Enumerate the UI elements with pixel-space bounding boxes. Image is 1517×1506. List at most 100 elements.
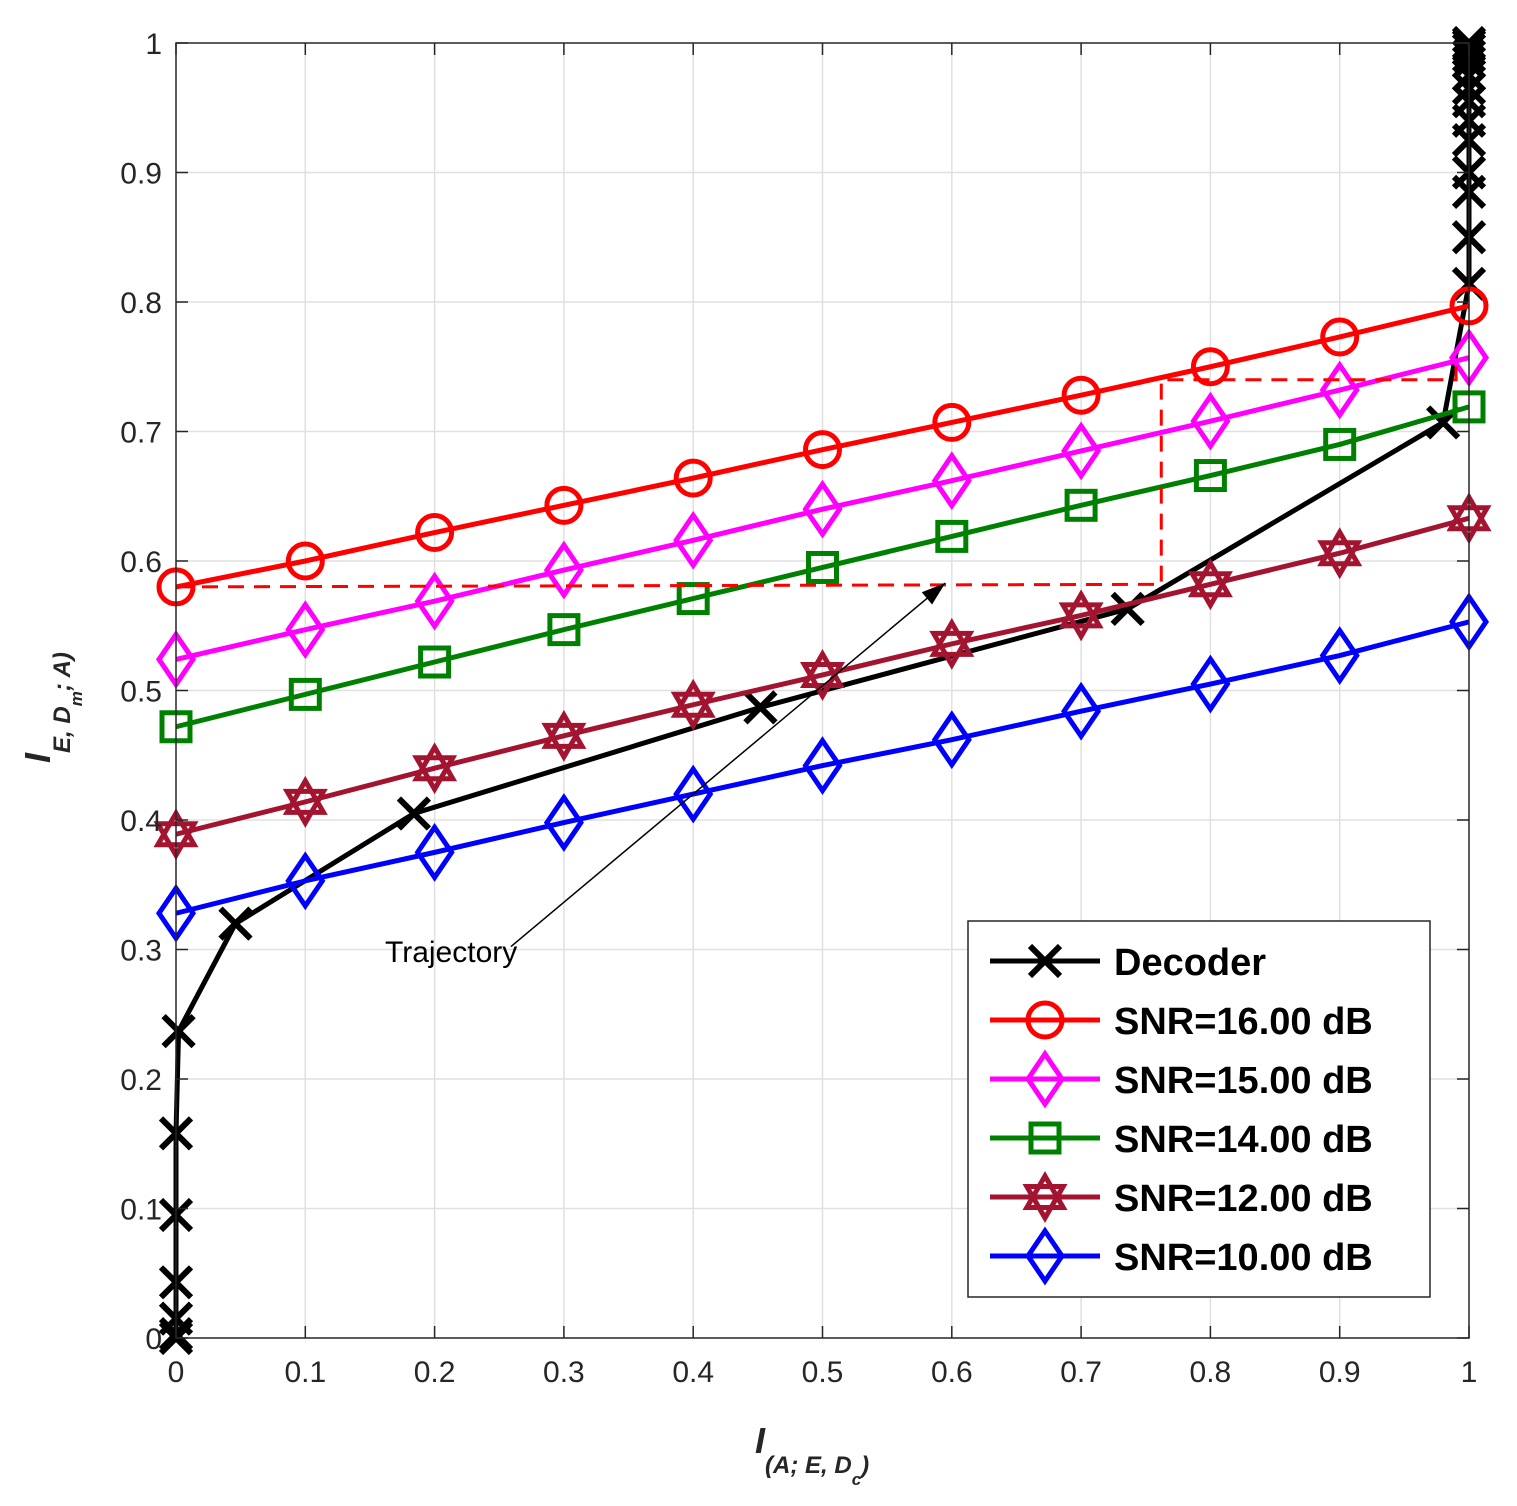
data-point	[802, 736, 843, 796]
data-point	[1193, 459, 1227, 493]
legend-entry: SNR=10.00 dB	[990, 1226, 1373, 1286]
data-point	[1061, 421, 1102, 481]
data-point	[1323, 427, 1357, 461]
data-point	[288, 677, 322, 711]
data-point	[418, 645, 452, 679]
data-point	[673, 510, 714, 570]
legend-swatch-marker	[1024, 1226, 1066, 1286]
legend-label: Decoder	[1114, 942, 1266, 984]
series-snr-10-00-db	[155, 592, 1490, 943]
x-tick-label: 1	[1461, 1356, 1478, 1389]
legend-entry: SNR=15.00 dB	[990, 1049, 1373, 1109]
y-axis-title-main: I	[17, 752, 58, 763]
data-point	[929, 617, 975, 670]
x-axis-title-sub: (A; E, D	[765, 1452, 852, 1479]
x-tick-label: 0.9	[1319, 1356, 1361, 1389]
x-axis-title-main: I	[755, 1420, 766, 1461]
y-tick-label: 0.1	[120, 1194, 162, 1227]
x-axis-title: I(A; E, Dc)	[755, 1420, 869, 1489]
data-point	[412, 742, 458, 795]
data-point	[673, 764, 714, 824]
x-axis-title-close: )	[858, 1452, 869, 1479]
legend-label: SNR=12.00 dB	[1114, 1178, 1373, 1220]
legend-swatch-marker	[1027, 943, 1063, 979]
legend-label: SNR=16.00 dB	[1114, 1001, 1373, 1043]
data-point	[1110, 591, 1145, 627]
data-point	[282, 775, 328, 828]
data-point	[932, 402, 972, 442]
data-point	[1061, 375, 1101, 415]
data-point	[1319, 626, 1360, 685]
data-point	[676, 582, 710, 616]
x-tick-label: 0.2	[414, 1356, 456, 1389]
data-point	[1190, 391, 1231, 451]
data-point	[802, 479, 843, 539]
series-line	[175, 404, 1470, 730]
y-axis-title-subsub: m	[67, 691, 86, 706]
data-point	[1058, 589, 1104, 642]
y-tick-label: 0.3	[120, 935, 162, 968]
data-point	[806, 550, 839, 584]
trajectory-path	[175, 357, 1458, 589]
data-point	[670, 678, 716, 731]
data-point	[1319, 360, 1360, 420]
y-tick-label: 0.5	[120, 676, 162, 709]
x-axis-title-subsub: c	[852, 1470, 862, 1489]
legend-label: SNR=10.00 dB	[1114, 1237, 1373, 1279]
data-point	[1317, 527, 1363, 580]
y-tick-label: 0	[145, 1323, 162, 1356]
data-point	[544, 485, 584, 525]
data-point	[161, 1013, 196, 1049]
data-point	[1190, 347, 1230, 387]
y-tick-label: 0.7	[120, 417, 162, 450]
legend-entry: SNR=16.00 dB	[990, 1000, 1373, 1043]
legend-swatch-marker	[1024, 1049, 1066, 1109]
annotation-layer	[175, 357, 1458, 948]
x-tick-label: 0.5	[802, 1356, 844, 1389]
y-tick-label: 0.4	[120, 805, 162, 838]
data-point	[935, 519, 969, 553]
tick-labels: 0 0.1 0.2 0.3 0.4 0.5 0.6 0.7 0.8 0.9 1 0 0.1 0.2 0.3 0…	[120, 28, 1477, 1389]
x-tick-label: 0.4	[672, 1356, 714, 1389]
annotation-arrow-head	[921, 583, 946, 605]
y-tick-label: 0.8	[120, 287, 162, 320]
data-point	[285, 600, 326, 660]
data-point	[547, 613, 581, 647]
data-point	[1320, 317, 1360, 357]
legend-swatch-marker	[1025, 1000, 1065, 1040]
y-tick-label: 0.6	[120, 546, 162, 579]
series-line	[175, 515, 1470, 837]
x-tick-label: 0.8	[1190, 1356, 1232, 1389]
x-tick-label: 0.7	[1060, 1356, 1102, 1389]
legend-entry: Decoder	[990, 942, 1266, 984]
y-tick-label: 0.9	[120, 158, 162, 191]
legend-label: SNR=15.00 dB	[1114, 1060, 1373, 1102]
data-point	[415, 513, 455, 553]
data-point	[218, 906, 253, 941]
annotation-trajectory-label: Trajectory	[385, 936, 517, 969]
data-point	[931, 710, 972, 770]
legend-label: SNR=14.00 dB	[1114, 1119, 1373, 1161]
x-tick-label: 0.6	[931, 1356, 973, 1389]
data-point	[414, 571, 455, 631]
y-axis-title-sub: E, D	[49, 706, 76, 753]
series-snr-15-00-db	[155, 328, 1490, 689]
legend-entry: SNR=14.00 dB	[990, 1119, 1373, 1161]
y-tick-label: 1	[145, 28, 162, 61]
series-line	[175, 619, 1470, 916]
legend: Decoder SNR=16.00 dB SNR=15.00 dB SNR=14.00…	[967, 920, 1431, 1298]
data-point	[803, 430, 842, 470]
series-line	[175, 355, 1470, 662]
data-point	[673, 458, 713, 498]
annotation-arrow-line	[510, 582, 946, 948]
y-tick-label: 0.2	[120, 1064, 162, 1097]
y-axis-title-close: ; A)	[49, 652, 76, 691]
legend-swatch-marker	[1028, 1121, 1062, 1155]
legend-entry: SNR=12.00 dB	[990, 1170, 1373, 1224]
x-tick-label: 0	[168, 1356, 185, 1389]
x-tick-label: 0.1	[284, 1356, 326, 1389]
series-snr-12-00-db	[153, 492, 1492, 861]
data-point	[1061, 681, 1102, 741]
data-point	[541, 709, 587, 762]
